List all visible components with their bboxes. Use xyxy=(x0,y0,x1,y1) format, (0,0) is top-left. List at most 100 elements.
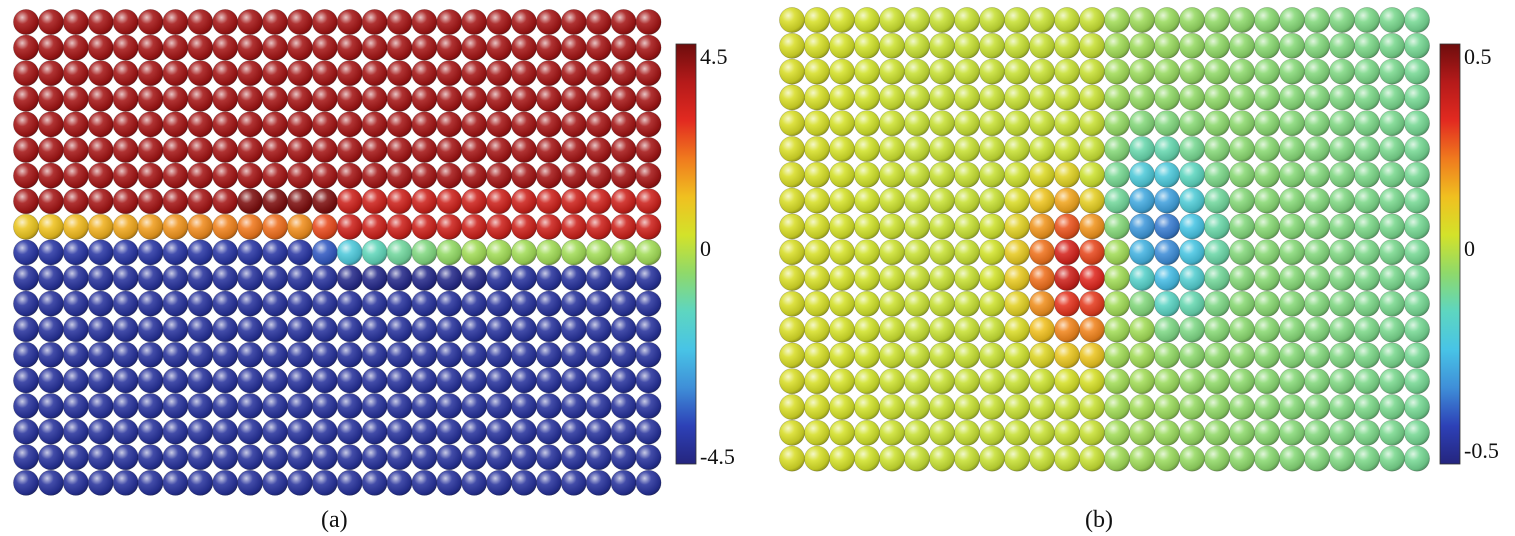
particle xyxy=(536,137,562,163)
particle xyxy=(1254,84,1280,111)
particle xyxy=(1404,161,1430,188)
particle xyxy=(311,85,338,112)
particle xyxy=(1254,290,1280,317)
particle xyxy=(361,137,388,163)
particle xyxy=(237,290,264,317)
particle xyxy=(436,60,463,87)
particle xyxy=(87,316,114,343)
particle xyxy=(1179,368,1205,395)
particle xyxy=(112,34,139,61)
particle xyxy=(286,137,313,163)
particle xyxy=(585,162,612,189)
particle xyxy=(854,290,880,317)
particle xyxy=(137,60,164,87)
particle xyxy=(1229,161,1255,188)
particle xyxy=(1379,265,1405,291)
particle xyxy=(560,393,587,419)
particle xyxy=(486,188,513,215)
particle xyxy=(1379,7,1405,33)
particle xyxy=(1054,316,1080,343)
particle xyxy=(187,316,214,343)
particle xyxy=(929,316,955,343)
particle xyxy=(386,444,413,471)
particle xyxy=(262,137,288,163)
particle xyxy=(386,469,413,496)
particle xyxy=(1154,445,1180,472)
particle xyxy=(635,162,662,189)
particle xyxy=(162,469,189,496)
particle xyxy=(1179,213,1205,240)
particle xyxy=(560,85,587,112)
particle xyxy=(779,187,805,214)
particle xyxy=(1404,213,1430,240)
particle xyxy=(1029,368,1055,395)
panel-a: 4.5 0 -4.5 (a) xyxy=(13,9,735,532)
particle xyxy=(461,34,488,61)
particle xyxy=(954,110,980,137)
particle xyxy=(610,34,637,61)
particle xyxy=(1254,239,1280,266)
particle xyxy=(635,367,662,394)
particle xyxy=(1004,187,1030,214)
particle xyxy=(262,290,288,317)
particle xyxy=(635,85,662,112)
particle xyxy=(286,85,313,112)
particle xyxy=(929,290,955,317)
particle xyxy=(1354,342,1380,369)
particle xyxy=(87,418,114,445)
particle xyxy=(162,60,189,87)
particle xyxy=(1204,342,1230,369)
particle xyxy=(361,60,388,87)
particle xyxy=(1304,368,1330,395)
particle xyxy=(461,316,488,343)
particle xyxy=(262,85,288,112)
particle xyxy=(162,265,189,291)
particle xyxy=(38,341,64,368)
colorbar-b-min-label: -0.5 xyxy=(1464,438,1499,463)
particle xyxy=(854,368,880,395)
particle xyxy=(804,187,830,214)
particle xyxy=(979,84,1005,111)
particle xyxy=(386,137,413,163)
particle xyxy=(486,162,513,189)
particle xyxy=(1229,316,1255,343)
particle xyxy=(1354,84,1380,111)
particle xyxy=(212,341,239,368)
particle xyxy=(1104,84,1130,111)
particle xyxy=(779,239,805,266)
particle xyxy=(954,58,980,85)
particle xyxy=(162,290,189,317)
particle xyxy=(13,34,39,61)
particle xyxy=(1004,290,1030,317)
particle xyxy=(1204,213,1230,240)
particle xyxy=(386,213,413,240)
particle xyxy=(779,161,805,188)
particle xyxy=(112,367,139,394)
particle xyxy=(137,444,164,471)
particle xyxy=(38,137,64,163)
particle xyxy=(262,367,288,394)
particle xyxy=(237,239,264,266)
particle xyxy=(1004,84,1030,111)
particle xyxy=(954,419,980,446)
particle xyxy=(13,213,39,240)
particle xyxy=(1104,368,1130,395)
particle xyxy=(87,9,114,35)
particle xyxy=(1354,316,1380,343)
particle xyxy=(62,316,89,343)
particle xyxy=(979,136,1005,162)
particle xyxy=(879,394,905,420)
particle xyxy=(904,58,930,85)
particle xyxy=(585,316,612,343)
particle xyxy=(311,290,338,317)
particle xyxy=(386,85,413,112)
particle xyxy=(1154,7,1180,33)
particle xyxy=(336,418,363,445)
particle xyxy=(1029,110,1055,137)
particle xyxy=(1129,342,1155,369)
particle xyxy=(411,265,438,291)
particle xyxy=(804,368,830,395)
particle xyxy=(286,265,313,291)
particle xyxy=(904,84,930,111)
particle xyxy=(1054,110,1080,137)
